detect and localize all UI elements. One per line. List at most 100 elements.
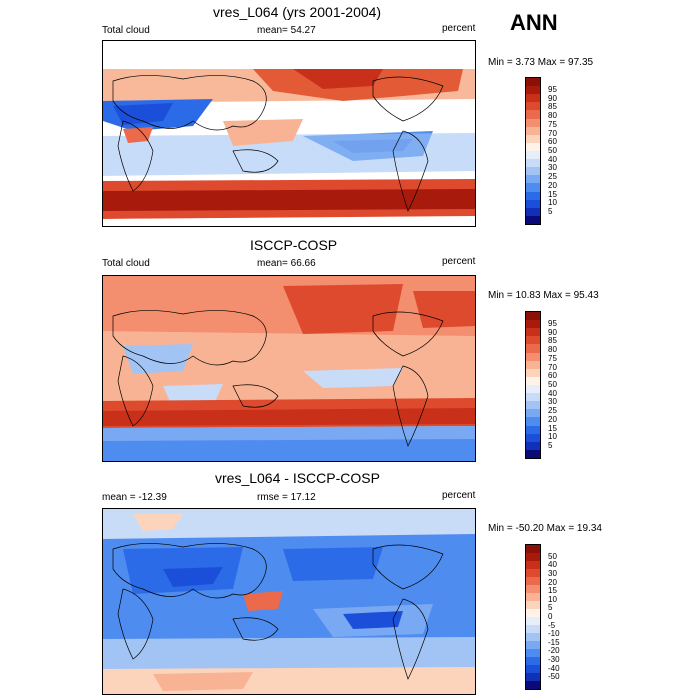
colorbar-segment: [526, 199, 540, 208]
colorbar-segment: [526, 384, 540, 394]
panel3-mean-label: mean = -12.39: [102, 492, 167, 503]
panel2-mean-label: mean= 66.66: [257, 258, 316, 269]
colorbar-tick-label: 75: [548, 119, 557, 129]
colorbar-segment: [526, 425, 540, 434]
colorbar-tick-label: 80: [548, 111, 557, 121]
colorbar-segment: [526, 207, 540, 216]
colorbar-tick-label: 0: [548, 612, 553, 621]
colorbar-tick-label: 20: [548, 414, 557, 424]
panel1-colorbar: [525, 77, 541, 225]
panel3-colorbar: [525, 544, 541, 690]
colorbar-segment: [526, 409, 540, 418]
colorbar-tick-label: 95: [548, 85, 557, 95]
panel2-field-label: Total cloud: [102, 258, 150, 269]
colorbar-segment: [526, 110, 540, 119]
colorbar-segment: [526, 449, 540, 458]
panel3-rmse-label: rmse = 17.12: [257, 492, 316, 503]
colorbar-segment: [526, 393, 540, 402]
panel1-field-label: Total cloud: [102, 25, 150, 36]
colorbar-tick-label: 50: [548, 146, 557, 155]
colorbar-tick-label: 60: [548, 137, 557, 147]
colorbar-tick-label: 90: [548, 327, 557, 337]
colorbar-segment: [526, 673, 540, 681]
colorbar-tick-label: 20: [548, 577, 557, 587]
panel3-title: vres_L064 - ISCCP-COSP: [215, 470, 380, 486]
colorbar-tick-label: 40: [548, 154, 557, 164]
panel3-map: [102, 508, 476, 695]
colorbar-tick-label: 20: [548, 180, 557, 190]
colorbar-tick-label: 30: [548, 397, 557, 407]
colorbar-segment: [526, 159, 540, 168]
colorbar-tick-label: -20: [548, 646, 560, 656]
panel1-units-label: percent: [442, 23, 476, 34]
panel3-units-label: percent: [442, 490, 476, 501]
colorbar-tick-label: 80: [548, 345, 557, 355]
panel2-map: [102, 275, 476, 462]
colorbar-segment: [526, 134, 540, 143]
colorbar-segment: [526, 609, 540, 617]
colorbar-segment: [526, 336, 540, 345]
colorbar-segment: [526, 142, 540, 151]
colorbar-segment: [526, 569, 540, 577]
colorbar-tick-label: 85: [548, 336, 557, 346]
colorbar-tick-label: 15: [548, 423, 557, 433]
colorbar-segment: [526, 150, 540, 160]
colorbar-segment: [526, 175, 540, 184]
colorbar-tick-label: 95: [548, 319, 557, 329]
colorbar-tick-label: 70: [548, 362, 557, 372]
colorbar-segment: [526, 376, 540, 385]
colorbar-segment: [526, 641, 540, 649]
colorbar-segment: [526, 328, 540, 337]
colorbar-tick-label: 70: [548, 128, 557, 138]
colorbar-segment: [526, 78, 540, 87]
colorbar-tick-label: 25: [548, 172, 557, 182]
colorbar-segment: [526, 102, 540, 111]
colorbar-segment: [526, 553, 540, 561]
colorbar-tick-label: -30: [548, 654, 560, 664]
colorbar-tick-label: -50: [548, 672, 560, 682]
colorbar-segment: [526, 94, 540, 103]
colorbar-tick-label: 5: [548, 206, 553, 216]
colorbar-segment: [526, 352, 540, 361]
colorbar-tick-label: 75: [548, 353, 557, 363]
colorbar-tick-label: 40: [548, 388, 557, 398]
colorbar-segment: [526, 344, 540, 353]
colorbar-segment: [526, 183, 540, 192]
panel1-minmax: Min = 3.73 Max = 97.35: [488, 57, 594, 68]
colorbar-segment: [526, 577, 540, 585]
colorbar-tick-label: 15: [548, 189, 557, 199]
colorbar-tick-label: 5: [548, 603, 553, 613]
colorbar-segment: [526, 649, 540, 657]
colorbar-segment: [526, 625, 540, 633]
panel1-title: vres_L064 (yrs 2001-2004): [213, 4, 382, 20]
colorbar-tick-label: 5: [548, 440, 553, 450]
panel1-map: [102, 40, 476, 227]
colorbar-segment: [526, 441, 540, 450]
colorbar-segment: [526, 167, 540, 176]
season-label: ANN: [510, 10, 558, 35]
panel3-minmax: Min = -50.20 Max = 19.34: [488, 523, 602, 534]
colorbar-segment: [526, 118, 540, 127]
panel2-minmax: Min = 10.83 Max = 95.43: [488, 290, 599, 301]
colorbar-tick-label: 85: [548, 102, 557, 112]
colorbar-segment: [526, 368, 540, 377]
colorbar-segment: [526, 593, 540, 601]
colorbar-segment: [526, 433, 540, 442]
panel2-title: ISCCP-COSP: [250, 237, 338, 253]
panel2-colorbar: [525, 311, 541, 459]
colorbar-tick-label: 15: [548, 586, 557, 596]
colorbar-segment: [526, 191, 540, 200]
colorbar-segment: [526, 126, 540, 135]
colorbar-segment: [526, 320, 540, 329]
colorbar-segment: [526, 561, 540, 569]
colorbar-segment: [526, 417, 540, 426]
colorbar-segment: [526, 633, 540, 641]
colorbar-segment: [526, 401, 540, 410]
colorbar-tick-label: -40: [548, 663, 560, 673]
colorbar-tick-label: -10: [548, 629, 560, 639]
colorbar-tick-label: 10: [548, 594, 557, 604]
colorbar-segment: [526, 601, 540, 609]
colorbar-tick-label: 90: [548, 93, 557, 103]
colorbar-tick-label: 60: [548, 371, 557, 381]
colorbar-tick-label: 50: [548, 380, 557, 389]
